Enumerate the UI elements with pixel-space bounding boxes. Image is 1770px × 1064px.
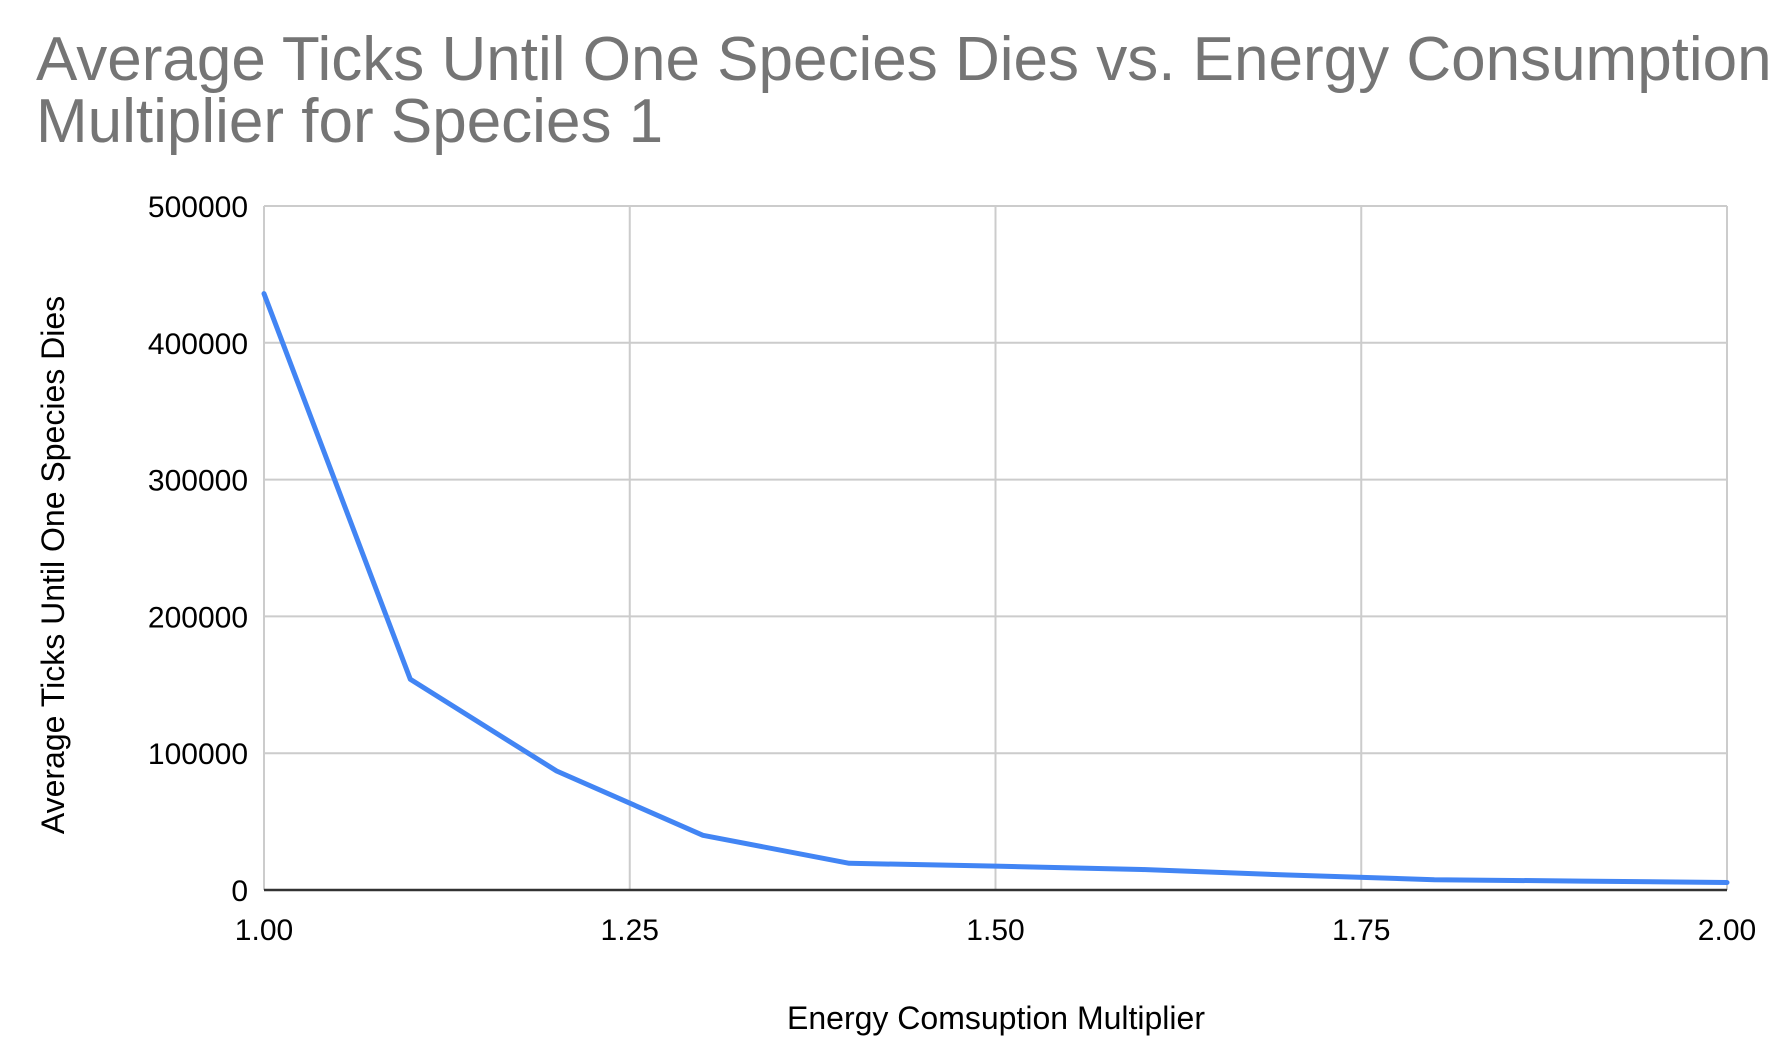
x-tick-label: 1.25 xyxy=(601,914,659,947)
x-tick-label: 1.75 xyxy=(1332,914,1390,947)
x-axis-tick-labels: 1.00 1.25 1.50 1.75 2.00 xyxy=(235,914,1756,947)
x-axis-title: Energy Comsuption Multiplier xyxy=(787,1000,1205,1036)
y-tick-label: 400000 xyxy=(148,328,248,361)
y-tick-label: 0 xyxy=(231,875,248,908)
series-layer xyxy=(261,291,1730,885)
chart-title-line-1: Average Ticks Until One Species Dies vs.… xyxy=(36,25,1770,94)
y-axis-tick-labels: 0 100000 200000 300000 400000 500000 xyxy=(148,191,248,908)
y-axis-title: Average Ticks Until One Species Dies xyxy=(35,296,71,834)
gridlines xyxy=(263,205,1728,892)
y-tick-label: 100000 xyxy=(148,738,248,771)
x-tick-label: 1.00 xyxy=(235,914,293,947)
x-tick-label: 1.50 xyxy=(966,914,1024,947)
chart-title-line-2: Multiplier for Species 1 xyxy=(36,87,663,156)
y-tick-label: 200000 xyxy=(148,601,248,634)
y-tick-label: 500000 xyxy=(148,191,248,224)
x-tick-label: 2.00 xyxy=(1698,914,1756,947)
chart-title: Average Ticks Until One Species Dies vs.… xyxy=(36,25,1770,156)
series-line-1 xyxy=(261,291,1730,885)
y-tick-label: 300000 xyxy=(148,465,248,498)
